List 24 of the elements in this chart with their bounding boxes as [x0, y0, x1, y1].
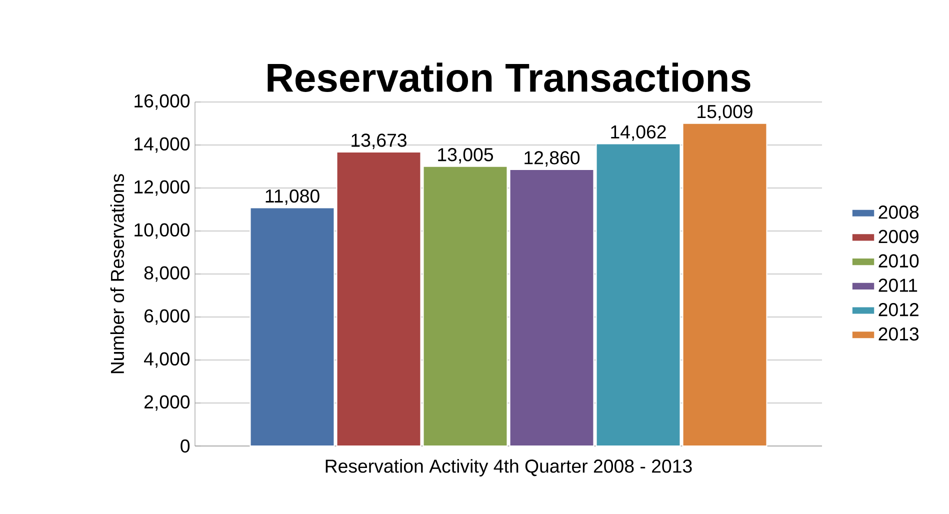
data-label: 11,080 [266, 189, 320, 205]
x-axis-title: Reservation Activity 4th Quarter 2008 - 2013 [326, 459, 692, 476]
y-tick-label: 16,000 [134, 94, 190, 110]
data-label: 12,860 [524, 151, 580, 167]
y-axis-title: Number of Reservations [110, 174, 124, 374]
legend-label: 2013 [878, 327, 919, 341]
legend-label: 2008 [878, 206, 919, 219]
data-label: 13,005 [438, 148, 494, 164]
y-tick-label: 0 [180, 439, 190, 453]
legend-label: 2012 [878, 303, 918, 316]
legend-label: 2010 [878, 254, 919, 268]
y-tick-label: 10,000 [134, 223, 190, 239]
y-tick-label: 4,000 [144, 352, 190, 368]
y-tick-label: 2,000 [144, 395, 190, 411]
legend-label: 2009 [878, 230, 918, 244]
data-label: 13,673 [352, 134, 406, 150]
data-label: 14,062 [611, 125, 666, 141]
data-label: 15,009 [698, 104, 752, 120]
y-tick-label: 6,000 [144, 309, 190, 325]
legend-label: 2011 [878, 278, 918, 292]
y-tick-label: 12,000 [134, 180, 190, 196]
chart-title: Reservation Transactions [268, 62, 750, 92]
y-tick-label: 14,000 [134, 137, 190, 153]
y-tick-label: 8,000 [144, 266, 190, 282]
